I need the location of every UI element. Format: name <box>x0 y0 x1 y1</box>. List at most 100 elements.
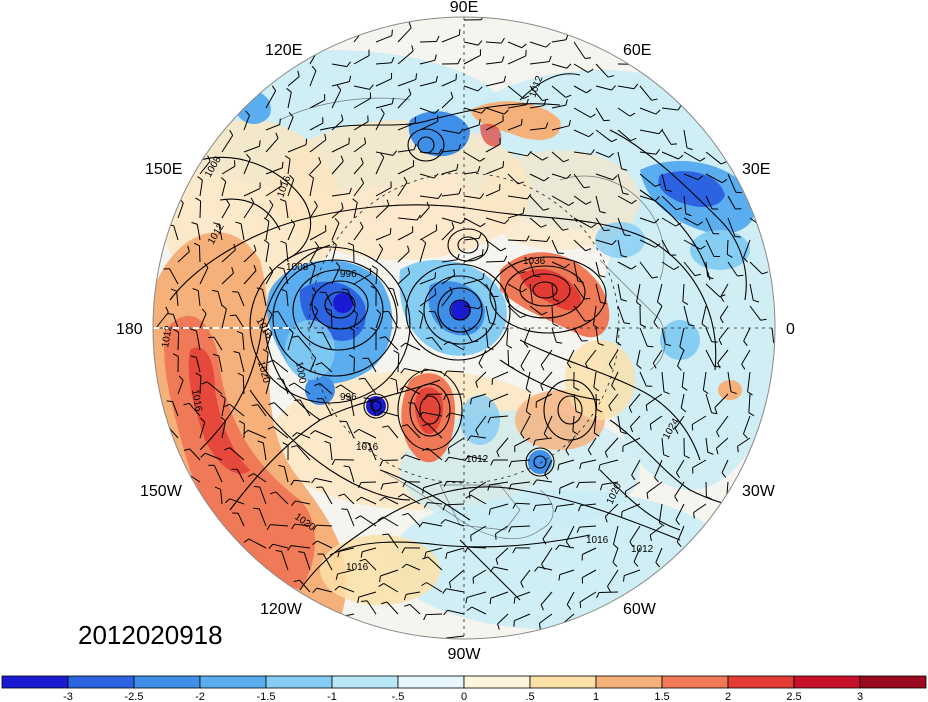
wind-barb-flag <box>478 232 482 239</box>
wind-barb <box>602 481 619 486</box>
wind-barb-flag <box>466 606 473 612</box>
wind-barbs <box>155 17 775 639</box>
wind-barb <box>446 393 465 396</box>
wind-barb-flag <box>277 266 284 270</box>
wind-barb <box>625 481 641 492</box>
wind-barb <box>265 314 273 329</box>
wind-barb <box>388 311 399 329</box>
wind-barb-flag <box>566 604 572 610</box>
wind-barb-flag <box>418 310 424 315</box>
wind-barb-flag <box>212 289 219 293</box>
wind-barb-flag <box>520 315 527 319</box>
wind-barb <box>639 151 657 155</box>
wind-barb <box>375 103 393 109</box>
wind-barb-flag <box>207 155 211 162</box>
wind-barb-flag <box>576 482 580 489</box>
wind-barb <box>441 274 455 285</box>
wind-barb-flag <box>566 173 572 179</box>
wind-barb-flag <box>190 328 197 332</box>
wind-barb-flag <box>223 403 230 408</box>
wind-barb-flag <box>421 582 427 587</box>
wind-barb <box>265 90 277 109</box>
wind-barb <box>559 569 575 576</box>
wind-barb-flag <box>548 55 552 62</box>
wind-barb <box>265 332 273 351</box>
wind-barb <box>469 481 487 493</box>
wind-barb <box>287 332 294 351</box>
wind-barb-flag <box>737 274 744 277</box>
wind-barb-flag <box>335 262 341 268</box>
colorbar-tick-label: 1.5 <box>654 691 669 702</box>
wind-barb-flag <box>546 236 551 242</box>
wind-barb <box>362 547 377 553</box>
wind-barb <box>463 305 479 310</box>
wind-barb-flag <box>508 526 512 533</box>
wind-barb <box>702 371 707 391</box>
wind-barb <box>617 415 622 432</box>
wind-barb-flag <box>596 409 603 413</box>
wind-barb-flag <box>192 288 199 292</box>
wind-barb-flag <box>443 341 450 346</box>
wind-barb <box>535 503 553 506</box>
wind-barb <box>496 437 509 452</box>
wind-barb-flag <box>377 411 382 417</box>
wind-barb <box>639 107 656 115</box>
wind-barb <box>612 525 619 545</box>
wind-barb-flag <box>577 505 582 512</box>
wind-barb <box>221 181 227 197</box>
wind-barb <box>339 585 355 593</box>
wind-barb <box>717 349 729 364</box>
wind-barb-flag <box>465 494 472 499</box>
wind-barb <box>737 437 751 447</box>
wind-barb-flag <box>624 322 631 325</box>
wind-barb <box>748 393 751 413</box>
wind-barb-flag <box>538 623 541 630</box>
wind-barb-flag <box>413 143 417 150</box>
wind-barb-flag <box>442 504 446 511</box>
wind-barb-flag <box>178 471 185 476</box>
wind-barb <box>441 149 459 153</box>
wind-barb <box>195 357 201 373</box>
wind-barb <box>397 27 412 43</box>
wind-barb-flag <box>677 104 682 111</box>
wind-barb-flag <box>655 148 661 155</box>
wind-barb-flag <box>481 108 486 114</box>
wind-barb <box>407 513 421 527</box>
wind-barb <box>419 314 424 329</box>
wind-barb-flag <box>424 552 427 559</box>
wind-barb-flag <box>541 311 548 316</box>
wind-barb <box>573 305 586 322</box>
wind-barb-flag <box>573 387 580 391</box>
wind-barb <box>205 452 223 461</box>
wind-barb <box>375 78 392 87</box>
wind-barb <box>674 415 685 429</box>
wind-barb-flag <box>681 386 688 391</box>
wind-barb-flag <box>477 86 483 92</box>
wind-barb <box>177 380 184 395</box>
wind-barb-flag <box>233 351 240 354</box>
wind-barb <box>529 195 544 211</box>
wind-barb-flag <box>478 362 483 369</box>
wind-barb-flag <box>706 496 713 500</box>
wind-barb-flag <box>334 585 340 591</box>
wind-barb <box>747 371 751 392</box>
wind-barb <box>265 221 270 241</box>
wind-barb <box>683 217 698 226</box>
wind-barb-flag <box>267 426 274 430</box>
wind-barb <box>495 525 509 535</box>
wind-barb-flag <box>271 85 277 92</box>
wind-barb <box>382 481 399 485</box>
wind-barb <box>309 177 314 197</box>
wind-barb <box>387 533 399 549</box>
wind-barb <box>515 502 531 505</box>
wind-barb <box>624 569 641 577</box>
wind-barb-flag <box>697 221 703 226</box>
wind-barb <box>325 292 333 307</box>
wind-barb-flag <box>576 526 580 533</box>
colorbar-swatch <box>727 675 795 689</box>
wind-barb-flag <box>495 533 497 540</box>
wind-barb-flag <box>558 626 562 633</box>
wind-barb-flag <box>543 433 549 439</box>
wind-barb-flag <box>715 448 719 455</box>
wind-barb <box>617 239 622 256</box>
